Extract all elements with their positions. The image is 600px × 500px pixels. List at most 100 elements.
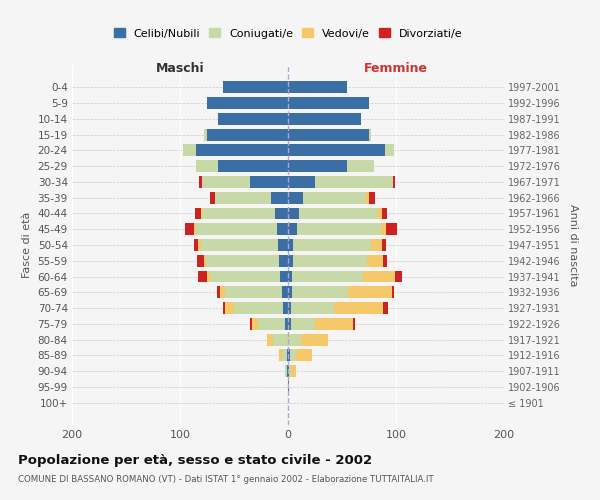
Bar [288,239,293,251]
Text: COMUNE DI BASSANO ROMANO (VT) - Dati ISTAT 1° gennaio 2002 - Elaborazione TUTTAI: COMUNE DI BASSANO ROMANO (VT) - Dati IST… [18,475,434,484]
Bar [250,318,253,330]
Bar [199,270,207,282]
Bar [200,208,202,220]
Bar [281,350,287,362]
Bar [381,224,386,235]
Bar [185,224,194,235]
Bar [215,192,271,203]
Bar [210,270,280,282]
Bar [292,270,362,282]
Bar [315,176,393,188]
Bar [207,270,210,282]
Text: Popolazione per età, sesso e stato civile - 2002: Popolazione per età, sesso e stato civil… [18,454,372,467]
Bar [288,224,296,235]
Bar [315,318,353,330]
Bar [218,113,288,124]
Bar [303,192,366,203]
Bar [369,128,371,140]
Y-axis label: Anni di nascita: Anni di nascita [568,204,578,286]
Bar [207,128,288,140]
Bar [183,144,196,156]
Bar [218,160,288,172]
Bar [296,224,381,235]
Bar [371,239,382,251]
Text: Maschi: Maschi [155,62,205,74]
Bar [383,302,388,314]
Bar [204,128,207,140]
Bar [288,302,291,314]
Bar [194,239,199,251]
Bar [288,270,292,282]
Bar [293,255,367,266]
Bar [334,302,383,314]
Bar [287,366,288,377]
Bar [290,350,296,362]
Bar [288,334,301,345]
Bar [392,286,394,298]
Bar [288,176,315,188]
Bar [301,334,328,345]
Bar [288,82,347,93]
Bar [366,192,369,203]
Bar [253,318,258,330]
Bar [223,82,288,93]
Bar [393,176,395,188]
Bar [292,286,349,298]
Bar [288,128,369,140]
Bar [296,350,312,362]
Bar [291,318,315,330]
Bar [293,239,371,251]
Bar [289,366,291,377]
Bar [288,208,299,220]
Bar [347,160,374,172]
Bar [278,239,288,251]
Bar [288,286,292,298]
Bar [194,224,196,235]
Bar [271,192,288,203]
Text: Femmine: Femmine [364,62,428,74]
Bar [234,302,283,314]
Bar [285,366,287,377]
Bar [268,334,273,345]
Bar [199,239,200,251]
Bar [226,286,281,298]
Bar [382,208,388,220]
Bar [195,208,200,220]
Bar [280,255,288,266]
Bar [200,239,278,251]
Bar [199,176,202,188]
Bar [281,286,288,298]
Bar [226,302,234,314]
Bar [196,224,277,235]
Bar [220,286,226,298]
Bar [362,270,395,282]
Bar [277,224,288,235]
Bar [204,255,206,266]
Bar [202,176,250,188]
Bar [383,255,388,266]
Bar [285,318,288,330]
Bar [385,144,394,156]
Legend: Celibi/Nubili, Coniugati/e, Vedovi/e, Divorziati/e: Celibi/Nubili, Coniugati/e, Vedovi/e, Di… [109,24,467,43]
Bar [287,350,288,362]
Bar [288,192,303,203]
Bar [217,286,220,298]
Bar [273,334,288,345]
Bar [291,302,334,314]
Bar [367,255,383,266]
Bar [202,208,275,220]
Bar [382,239,386,251]
Bar [250,176,288,188]
Bar [206,255,280,266]
Bar [280,270,288,282]
Bar [288,113,361,124]
Bar [258,318,285,330]
Bar [197,255,204,266]
Bar [369,192,376,203]
Bar [275,208,288,220]
Bar [349,286,392,298]
Bar [196,160,218,172]
Bar [299,208,377,220]
Bar [207,97,288,109]
Bar [280,350,281,362]
